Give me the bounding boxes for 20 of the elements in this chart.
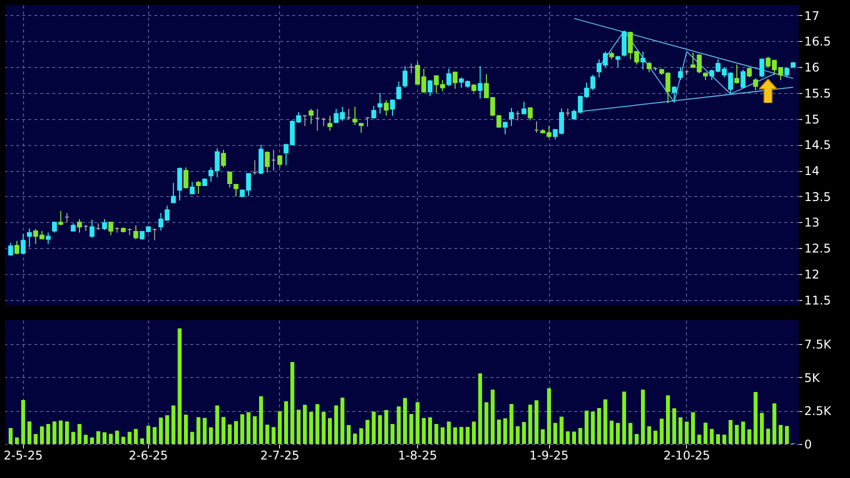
y-tick-label: 14.5 [804, 138, 831, 152]
y-tick-label: 12.5 [804, 242, 831, 256]
y-tick-label: 12 [804, 267, 820, 282]
x-tick-label: 1-9-25 [529, 448, 569, 462]
x-tick-label: 2-5-25 [4, 448, 43, 462]
y-tick-label: 16 [804, 60, 820, 75]
y-tick-label: 0 [804, 438, 812, 452]
y-tick-label: 15 [804, 112, 820, 126]
x-tick-label: 1-8-25 [398, 448, 438, 462]
y-tick-label: 15.5 [804, 86, 831, 100]
x-tick-label: 2-7-25 [260, 448, 300, 462]
y-tick-label: 14 [804, 164, 820, 178]
y-tick-label: 16.5 [804, 34, 831, 49]
y-tick-label: 13.5 [804, 190, 831, 204]
y-tick-label: 11.5 [804, 293, 831, 308]
x-tick-label: 2-10-25 [663, 448, 710, 462]
y-tick-label: 5K [804, 370, 821, 385]
y-tick-label: 13 [804, 216, 820, 230]
x-tick-label: 2-6-25 [128, 448, 168, 462]
y-tick-label: 17 [804, 8, 820, 23]
